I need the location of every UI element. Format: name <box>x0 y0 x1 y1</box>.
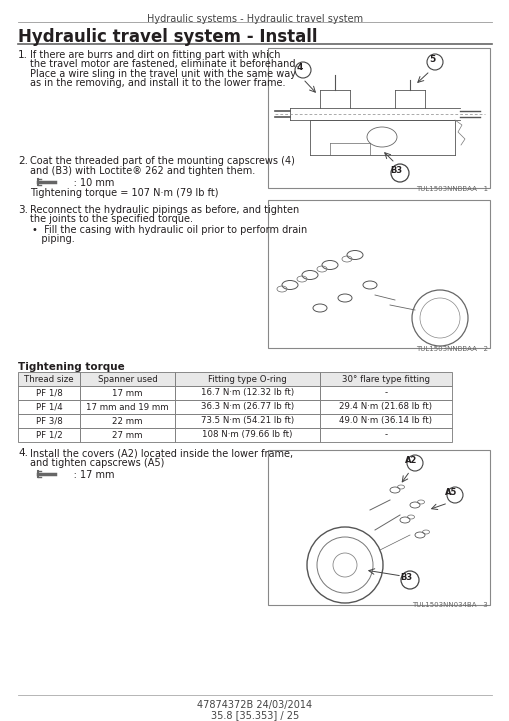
Text: Tightening torque = 107 N·m (79 lb ft): Tightening torque = 107 N·m (79 lb ft) <box>30 188 218 198</box>
Text: 4.: 4. <box>18 448 28 458</box>
Text: 35.8 [35.353] / 25: 35.8 [35.353] / 25 <box>210 710 299 720</box>
Bar <box>18 372 80 386</box>
Bar <box>18 400 80 414</box>
Bar <box>18 386 80 400</box>
Bar <box>80 400 175 414</box>
Bar <box>267 450 489 605</box>
Text: the travel motor are fastened, eliminate it beforehand.: the travel motor are fastened, eliminate… <box>30 60 298 69</box>
Text: 29.4 N·m (21.68 lb ft): 29.4 N·m (21.68 lb ft) <box>339 402 432 412</box>
Text: -: - <box>384 389 387 397</box>
Text: 30° flare type fitting: 30° flare type fitting <box>342 374 429 384</box>
Bar <box>18 414 80 428</box>
Text: Hydraulic travel system - Install: Hydraulic travel system - Install <box>18 28 317 46</box>
Text: 17 mm: 17 mm <box>112 389 143 397</box>
Text: Tightening torque: Tightening torque <box>18 362 125 372</box>
Text: PF 1/8: PF 1/8 <box>36 389 62 397</box>
Text: TUL1503NN034BA   3: TUL1503NN034BA 3 <box>411 602 487 608</box>
Text: Thread size: Thread size <box>24 374 74 384</box>
Text: the joints to the specified torque.: the joints to the specified torque. <box>30 215 192 224</box>
Bar <box>18 428 80 442</box>
Text: 47874372B 24/03/2014: 47874372B 24/03/2014 <box>197 700 312 710</box>
Text: and (B3) with Loctite® 262 and tighten them.: and (B3) with Loctite® 262 and tighten t… <box>30 166 254 175</box>
Text: 3.: 3. <box>18 205 28 215</box>
Bar <box>267 200 489 348</box>
Text: TUL1503NNBBAA   1: TUL1503NNBBAA 1 <box>415 186 487 192</box>
Text: PF 3/8: PF 3/8 <box>36 417 62 425</box>
Text: : 17 mm: : 17 mm <box>58 470 115 480</box>
Text: 49.0 N·m (36.14 lb ft): 49.0 N·m (36.14 lb ft) <box>339 417 432 425</box>
Bar <box>175 400 319 414</box>
Bar <box>175 372 319 386</box>
Text: Hydraulic systems - Hydraulic travel system: Hydraulic systems - Hydraulic travel sys… <box>147 14 362 24</box>
Bar <box>319 414 451 428</box>
Bar <box>175 414 319 428</box>
Text: B3: B3 <box>389 166 401 175</box>
Text: piping.: piping. <box>32 234 75 244</box>
Text: : 10 mm: : 10 mm <box>58 178 114 188</box>
Text: Place a wire sling in the travel unit with the same way: Place a wire sling in the travel unit wi… <box>30 69 295 79</box>
Bar <box>80 372 175 386</box>
Bar <box>319 372 451 386</box>
Text: PF 1/4: PF 1/4 <box>36 402 62 412</box>
Text: 2.: 2. <box>18 156 28 166</box>
Text: A2: A2 <box>404 456 416 465</box>
Text: TUL1503NNBBAA   2: TUL1503NNBBAA 2 <box>415 346 487 352</box>
Text: 4: 4 <box>296 63 302 72</box>
Text: Spanner used: Spanner used <box>97 374 157 384</box>
Bar <box>80 414 175 428</box>
Bar <box>319 428 451 442</box>
Text: Coat the threaded part of the mounting capscrews (4): Coat the threaded part of the mounting c… <box>30 156 294 166</box>
Bar <box>80 428 175 442</box>
Text: PF 1/2: PF 1/2 <box>36 430 62 440</box>
Text: and tighten capscrews (A5): and tighten capscrews (A5) <box>30 458 164 467</box>
Text: as in the removing, and install it to the lower frame.: as in the removing, and install it to th… <box>30 79 285 89</box>
Text: If there are burrs and dirt on fitting part with which: If there are burrs and dirt on fitting p… <box>30 50 280 60</box>
Text: •  Fill the casing with hydraulic oil prior to perform drain: • Fill the casing with hydraulic oil pri… <box>32 225 306 235</box>
Text: 108 N·m (79.66 lb ft): 108 N·m (79.66 lb ft) <box>202 430 292 440</box>
Bar <box>175 386 319 400</box>
Bar <box>319 386 451 400</box>
Text: Reconnect the hydraulic pipings as before, and tighten: Reconnect the hydraulic pipings as befor… <box>30 205 299 215</box>
Text: -: - <box>384 430 387 440</box>
Text: Fitting type O-ring: Fitting type O-ring <box>208 374 287 384</box>
Text: A5: A5 <box>444 488 456 497</box>
Bar <box>267 48 489 188</box>
Text: Install the covers (A2) located inside the lower frame,: Install the covers (A2) located inside t… <box>30 448 293 458</box>
Text: 5: 5 <box>428 55 434 64</box>
Text: 16.7 N·m (12.32 lb ft): 16.7 N·m (12.32 lb ft) <box>201 389 294 397</box>
Text: B3: B3 <box>399 573 411 582</box>
Text: 1.: 1. <box>18 50 28 60</box>
Bar <box>175 428 319 442</box>
Text: 22 mm: 22 mm <box>112 417 143 425</box>
Bar <box>80 386 175 400</box>
Text: 36.3 N·m (26.77 lb ft): 36.3 N·m (26.77 lb ft) <box>201 402 294 412</box>
Text: 27 mm: 27 mm <box>112 430 143 440</box>
Bar <box>319 400 451 414</box>
Text: 17 mm and 19 mm: 17 mm and 19 mm <box>86 402 168 412</box>
Text: 73.5 N·m (54.21 lb ft): 73.5 N·m (54.21 lb ft) <box>201 417 294 425</box>
